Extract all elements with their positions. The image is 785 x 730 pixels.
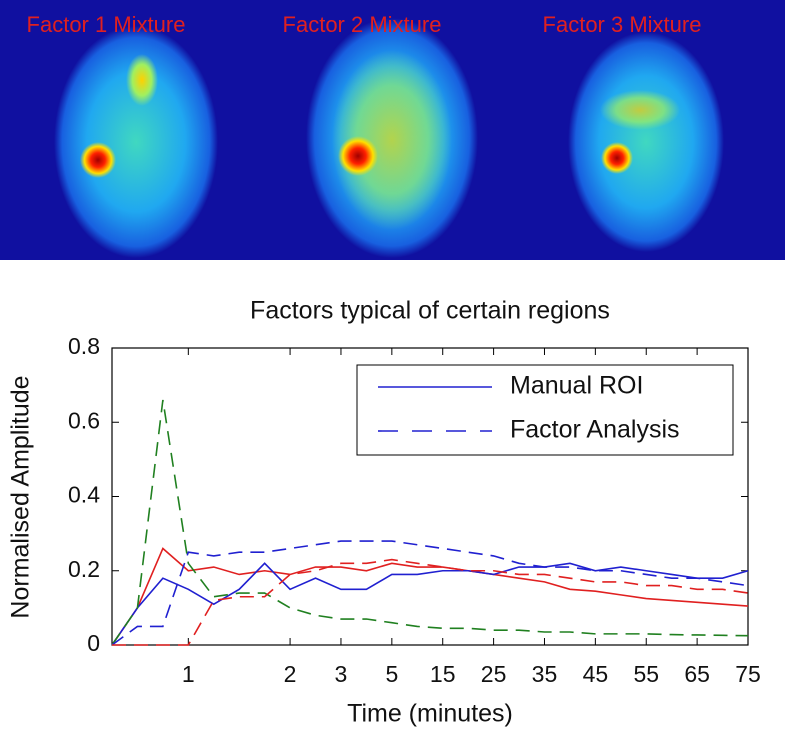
x-tick-label: 5	[385, 661, 398, 687]
image-label: Factor 3 Mixture	[543, 12, 702, 37]
y-tick-label: 0	[87, 630, 100, 656]
image-label: Factor 2 Mixture	[283, 12, 442, 37]
series-line	[111, 399, 749, 646]
x-tick-label: 45	[583, 661, 609, 687]
legend-label: Manual ROI	[510, 372, 643, 400]
y-tick-label: 0.8	[68, 333, 100, 359]
y-tick-label: 0.2	[68, 556, 100, 582]
y-tick-label: 0.4	[68, 482, 100, 508]
x-tick-label: 75	[735, 661, 761, 687]
x-tick-label: 55	[633, 661, 659, 687]
chart-title: Factors typical of certain regions	[250, 297, 610, 325]
x-tick-label: 35	[532, 661, 558, 687]
series-line	[111, 547, 749, 646]
y-axis-label: Normalised Amplitude	[7, 375, 35, 618]
x-tick-label: 25	[481, 661, 507, 687]
series-line	[111, 562, 749, 646]
series-line	[111, 540, 749, 646]
x-tick-label: 2	[284, 661, 297, 687]
legend-label: Factor Analysis	[510, 416, 680, 444]
brain-images	[54, 18, 724, 258]
x-tick-label: 15	[430, 661, 456, 687]
legend-box	[356, 364, 734, 456]
series-line	[112, 558, 749, 646]
x-tick-label: 3	[335, 661, 348, 687]
x-tick-label: 65	[684, 661, 710, 687]
image-label: Factor 1 Mixture	[27, 12, 186, 37]
x-axis-label: Time (minutes)	[347, 700, 513, 728]
y-tick-label: 0.6	[68, 407, 100, 433]
x-tick-label: 1	[182, 661, 195, 687]
